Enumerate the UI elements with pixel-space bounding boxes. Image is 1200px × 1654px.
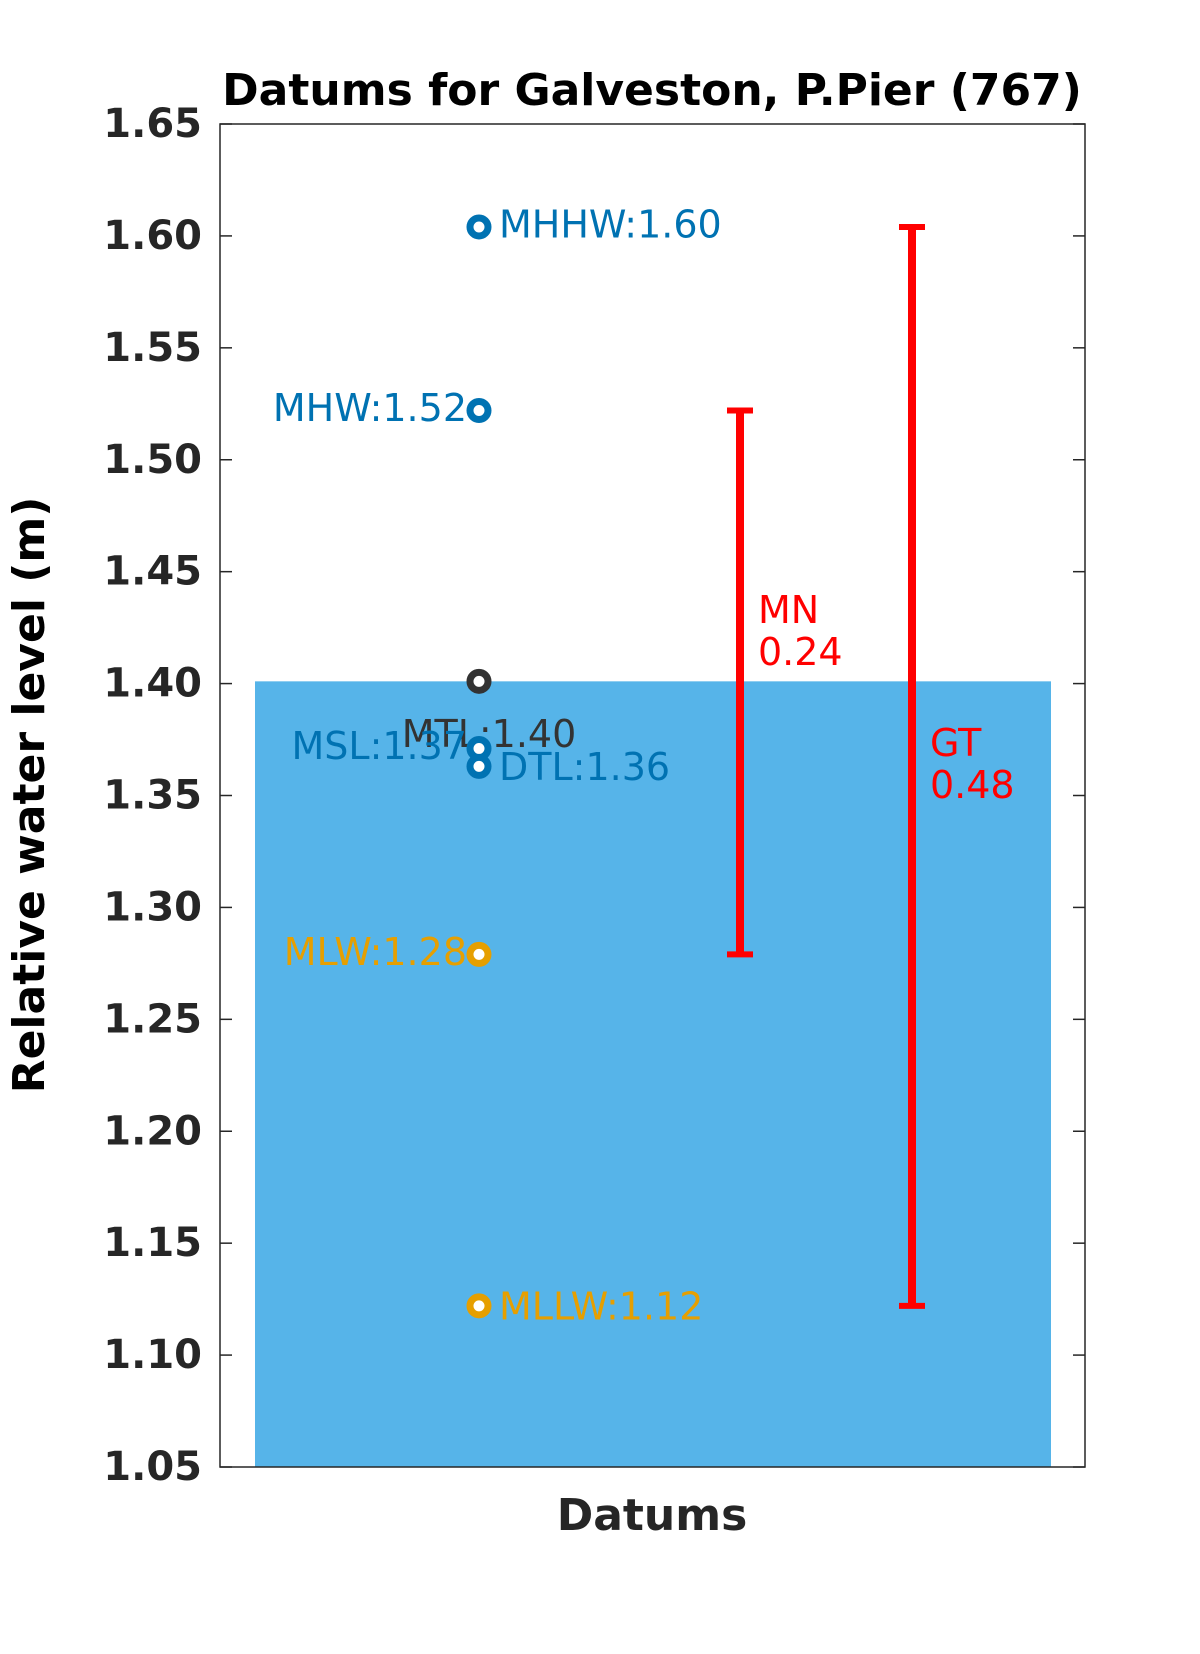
y-tick-label: 1.65 xyxy=(103,101,202,147)
y-axis-label: Relative water level (m) xyxy=(4,497,55,1094)
datum-label: DTL:1.36 xyxy=(499,745,670,789)
y-tick-label: 1.10 xyxy=(103,1332,202,1378)
range-name: MN xyxy=(758,588,819,632)
y-tick-label: 1.45 xyxy=(103,549,202,595)
datum-label: MHW:1.52 xyxy=(273,386,467,430)
datum-marker xyxy=(466,941,492,967)
chart-title: Datums for Galveston, P.Pier (767) xyxy=(222,65,1082,116)
datum-marker xyxy=(466,398,492,424)
datum-label: MSL:1.37 xyxy=(292,724,468,768)
datum-marker xyxy=(466,1293,492,1319)
datum-marker xyxy=(466,214,492,240)
datum-label: MHHW:1.60 xyxy=(499,202,722,246)
y-tick-label: 1.55 xyxy=(103,325,202,371)
x-axis-label: Datums xyxy=(557,1490,748,1541)
datum-marker xyxy=(466,753,492,779)
range-value: 0.48 xyxy=(930,763,1015,807)
datum-marker xyxy=(466,668,492,694)
datum-label: MLLW:1.12 xyxy=(499,1284,703,1328)
y-tick-label: 1.30 xyxy=(103,884,202,930)
bar xyxy=(255,681,1051,1467)
y-tick-label: 1.40 xyxy=(103,661,202,707)
datum-label: MLW:1.28 xyxy=(284,930,467,974)
y-tick-label: 1.15 xyxy=(103,1220,202,1266)
y-tick-label: 1.35 xyxy=(103,773,202,819)
range-value: 0.24 xyxy=(758,630,843,674)
y-tick-label: 1.50 xyxy=(103,437,202,483)
y-tick-label: 1.60 xyxy=(103,213,202,259)
y-tick-label: 1.05 xyxy=(103,1444,202,1490)
range-name: GT xyxy=(930,721,982,765)
y-tick-label: 1.20 xyxy=(103,1108,202,1154)
y-tick-label: 1.25 xyxy=(103,996,202,1042)
